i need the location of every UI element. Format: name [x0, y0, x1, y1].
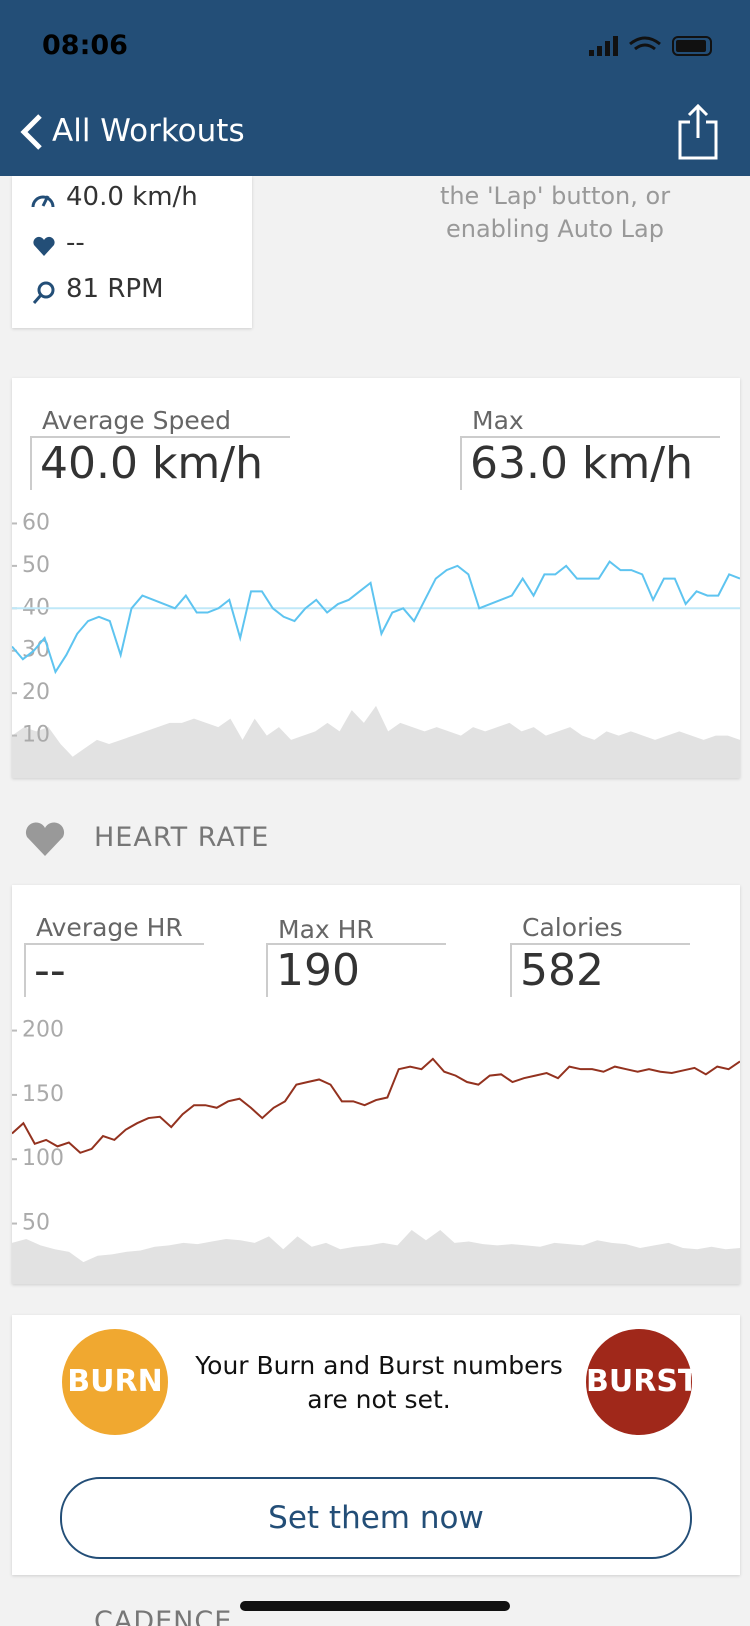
y-tick-label: 50 — [22, 553, 50, 578]
cadence-icon — [32, 281, 55, 304]
burst-badge: BURST — [586, 1329, 698, 1435]
stat-label: Average Speed — [42, 406, 231, 435]
hint-line: enabling Auto Lap — [446, 215, 664, 243]
background-area — [12, 705, 740, 778]
share-button[interactable] — [676, 104, 720, 160]
status-icons — [589, 36, 712, 56]
burn-card: BURN Your Burn and Burst numbers are not… — [12, 1315, 740, 1575]
set-button[interactable]: Set them now — [60, 1477, 692, 1559]
stat-value: 40.0 km/h — [30, 436, 290, 490]
lap-speed: 40.0 km/h — [66, 182, 198, 212]
chart: 50 100 150 200 — [12, 1018, 740, 1284]
lap-hint: the 'Lap' button, or enabling Auto Lap — [380, 180, 730, 246]
y-tick-label: 50 — [22, 1211, 50, 1236]
burn-badge: BURN — [62, 1329, 168, 1435]
lap-hr: -- — [66, 228, 85, 258]
stat-label: Max HR — [278, 915, 374, 944]
stat-label: Calories — [522, 913, 623, 942]
hr-header: HEART RATE — [0, 808, 750, 870]
y-tick-label: 150 — [22, 1082, 64, 1107]
burn-message: Your Burn and Burst numbers are not set. — [195, 1351, 563, 1414]
hint-line: the 'Lap' button, or — [439, 182, 671, 210]
y-tick-label: 10 — [22, 723, 50, 748]
y-tick-label: 200 — [22, 1018, 64, 1043]
stat-value: 190 — [266, 943, 446, 997]
heart-icon — [33, 236, 55, 256]
section-title: HEART RATE — [94, 822, 270, 853]
stat-value: 63.0 km/h — [460, 436, 720, 490]
header: 08:06 All Workouts — [0, 0, 750, 176]
home-indicator — [240, 1601, 510, 1611]
stat-value: -- — [24, 943, 204, 997]
stat-label: Average HR — [36, 913, 183, 942]
stat-value: 582 — [510, 943, 690, 997]
y-tick-label: 60 — [22, 510, 50, 535]
hr-card: Average HR -- Max HR 190 Calories 582 50… — [12, 885, 740, 1284]
speed-card: Average Speed 40.0 km/h Max 63.0 km/h 10… — [12, 378, 740, 778]
back-icon[interactable] — [18, 112, 48, 152]
y-tick-label: 20 — [22, 680, 50, 705]
lap-card: 40.0 km/h -- 81 RPM — [12, 176, 252, 328]
stat-label: Max — [472, 406, 524, 435]
background-area — [12, 1229, 740, 1284]
section-title: CADENCE — [94, 1606, 233, 1626]
hr-section-icon — [25, 822, 65, 856]
lap-cadence: 81 RPM — [66, 274, 164, 304]
data-line — [12, 1057, 740, 1154]
y-tick-label: 100 — [22, 1146, 64, 1171]
data-line — [12, 560, 740, 675]
speed-icon — [31, 195, 55, 208]
status-time: 08:06 — [42, 30, 128, 61]
back-button[interactable]: All Workouts — [52, 113, 245, 149]
